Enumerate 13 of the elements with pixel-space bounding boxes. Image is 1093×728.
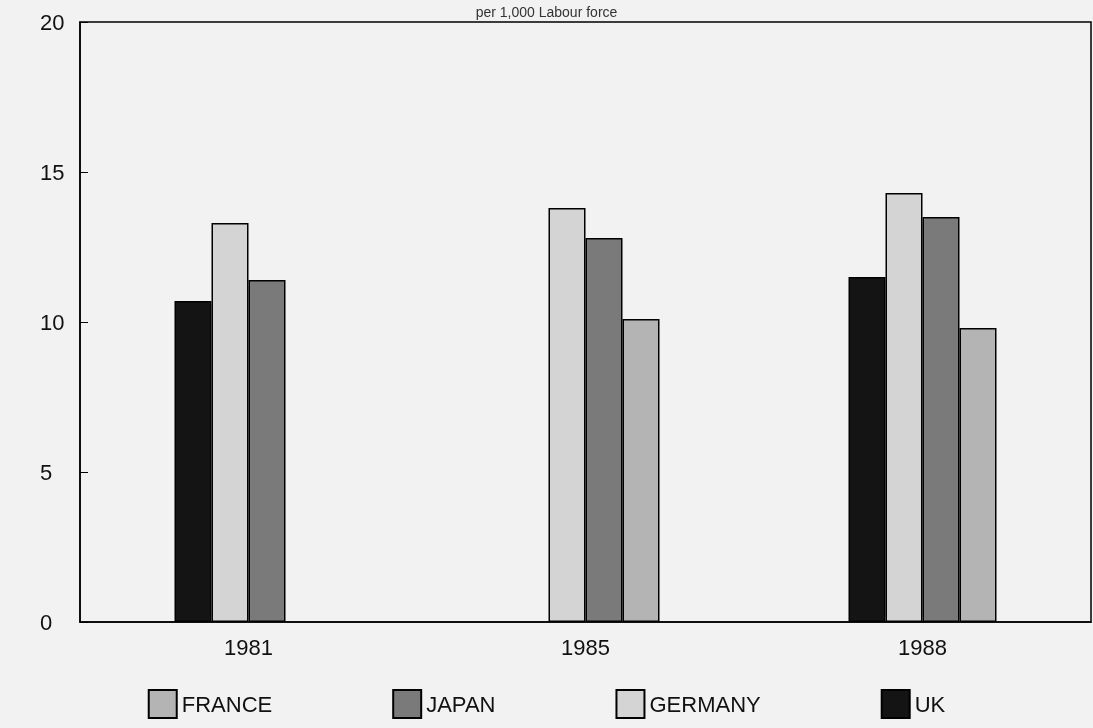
y-tick-label: 20 [40, 9, 65, 35]
y-tick-label: 5 [40, 459, 53, 485]
legend-label: FRANCE [181, 691, 273, 717]
x-tick-label: 1988 [898, 634, 947, 660]
y-tick-label: 0 [40, 609, 53, 635]
chart-title: per 1,000 Labour force [475, 4, 618, 20]
x-tick-label: 1985 [561, 634, 610, 660]
y-tick-label: 15 [40, 159, 65, 185]
legend-label: GERMANY [649, 691, 762, 717]
legend-label: JAPAN [426, 691, 496, 717]
legend-label: UK [914, 691, 946, 717]
y-tick-label: 10 [40, 309, 65, 335]
x-tick-label: 1981 [224, 634, 273, 660]
